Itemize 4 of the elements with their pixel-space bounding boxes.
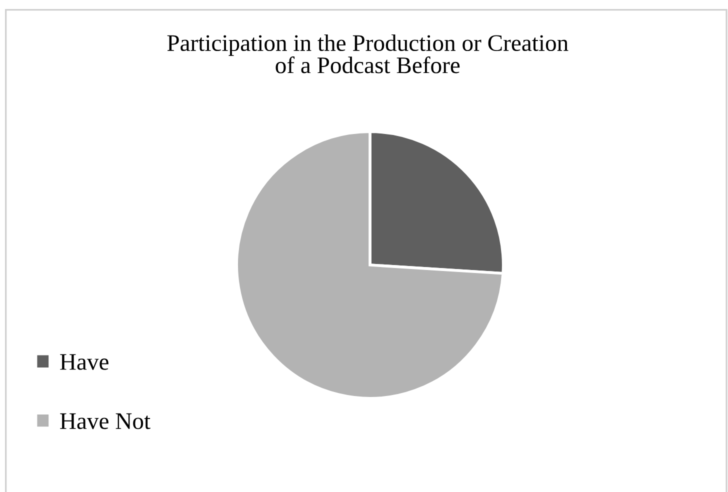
chart-title: Participation in the Production or Creation of a Podcast Before — [167, 34, 568, 74]
legend-label: Have Not — [60, 413, 150, 430]
pie-slice — [235, 130, 504, 400]
legend-label: Have — [60, 354, 108, 370]
